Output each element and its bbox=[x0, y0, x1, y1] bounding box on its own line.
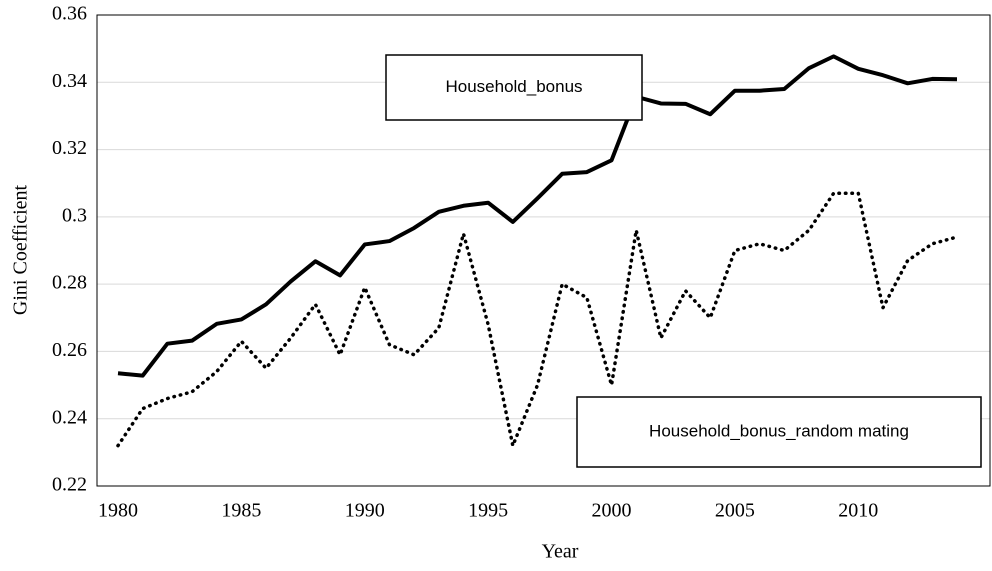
y-tick-label: 0.3 bbox=[62, 204, 87, 226]
y-tick-label: 0.34 bbox=[52, 70, 87, 92]
x-tick-label: 1985 bbox=[221, 500, 261, 522]
x-tick-label: 1990 bbox=[345, 500, 385, 522]
y-tick-label: 0.26 bbox=[52, 339, 87, 361]
series-label-box bbox=[385, 54, 643, 121]
x-tick-label: 2010 bbox=[838, 500, 878, 522]
series-label: Household_bonus bbox=[445, 77, 582, 96]
y-tick-label: 0.36 bbox=[52, 3, 87, 25]
y-tick-label: 0.24 bbox=[52, 406, 87, 428]
series-label: Household_bonus_random mating bbox=[649, 421, 909, 440]
plot-frame bbox=[96, 14, 991, 487]
x-tick-label: 2005 bbox=[715, 500, 755, 522]
y-tick-label: 0.22 bbox=[52, 474, 87, 496]
series-label-box bbox=[576, 396, 982, 468]
x-tick-label: 1980 bbox=[98, 500, 138, 522]
y-tick-label: 0.28 bbox=[52, 272, 87, 294]
x-axis-label: Year bbox=[542, 541, 579, 563]
x-tick-label: 1995 bbox=[468, 500, 508, 522]
x-tick-label: 2000 bbox=[592, 500, 632, 522]
series-line bbox=[117, 54, 958, 378]
y-tick-label: 0.32 bbox=[52, 137, 87, 159]
y-axis-label: Gini Coefficient bbox=[10, 184, 32, 315]
